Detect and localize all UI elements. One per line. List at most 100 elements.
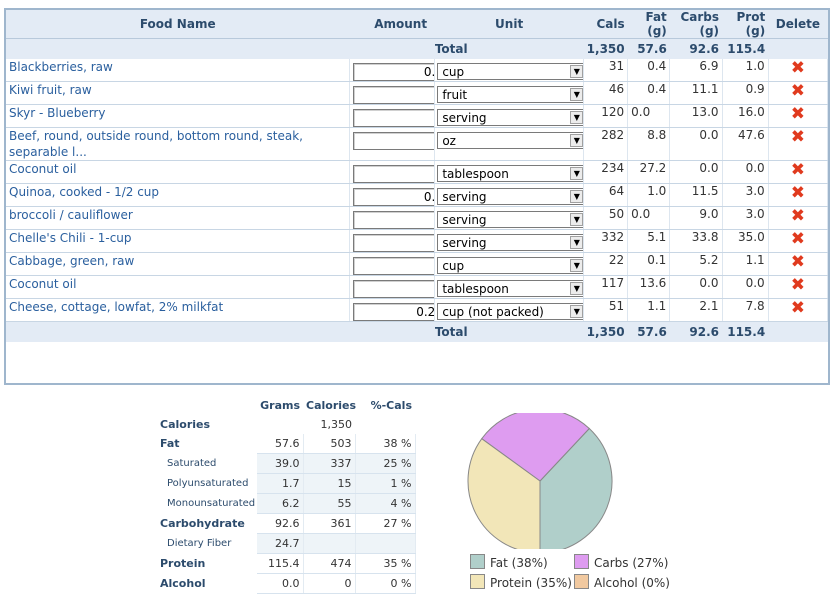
macro-summary-table: Grams Calories %-Cals Calories 1,350 Fat 57…	[157, 396, 416, 594]
col-header-unit[interactable]: Unit	[434, 10, 584, 39]
delete-x-icon[interactable]: ✖	[790, 104, 805, 124]
unit-cell: serving ▼	[434, 104, 584, 128]
chevron-down-icon[interactable]: ▼	[570, 65, 583, 78]
col-header-fat[interactable]: Fat (g)	[627, 10, 670, 39]
summary-row-calories: Calories 1,350	[157, 415, 415, 434]
unit-select[interactable]: cup (not packed) ▼	[437, 303, 583, 320]
food-name-link[interactable]: Coconut oil	[6, 275, 350, 299]
unit-cell: tablespoon ▼	[434, 275, 584, 299]
delete-x-icon[interactable]: ✖	[790, 81, 805, 101]
delete-cell: ✖	[768, 59, 828, 82]
food-name-link[interactable]: Cheese, cottage, lowfat, 2% milkfat	[6, 298, 350, 322]
summary-row-fat: Fat 57.6 503 38 %	[157, 434, 416, 454]
total-row-top: Total 1,350 57.6 92.6 115.4	[6, 38, 828, 59]
amount-cell	[349, 127, 436, 161]
pie-slice-fat	[539, 427, 613, 549]
unit-value: serving	[442, 236, 487, 250]
unit-select[interactable]: tablespoon ▼	[437, 280, 583, 297]
amount-input[interactable]	[352, 257, 434, 275]
unit-select[interactable]: cup ▼	[437, 257, 583, 274]
summary-header-calories: Calories	[306, 399, 357, 412]
food-row: Cheese, cottage, lowfat, 2% milkfat cup (…	[6, 298, 828, 322]
summary-calories: 361	[303, 513, 356, 534]
legend-swatch-alcohol	[574, 574, 589, 589]
legend-swatch-fat	[470, 554, 485, 569]
food-name-link[interactable]: Quinoa, cooked - 1/2 cup	[6, 183, 350, 207]
amount-cell	[349, 252, 436, 276]
unit-select[interactable]: serving ▼	[437, 234, 583, 251]
delete-x-icon[interactable]: ✖	[790, 206, 805, 226]
total-cals: 1,350	[583, 321, 628, 342]
col-header-carbs[interactable]: Carbs (g)	[669, 10, 723, 39]
amount-input[interactable]	[352, 188, 434, 206]
unit-value: serving	[442, 213, 487, 227]
amount-cell	[349, 104, 436, 128]
delete-cell: ✖	[768, 298, 828, 322]
chevron-down-icon[interactable]: ▼	[570, 236, 583, 249]
prot-value: 0.9	[722, 81, 769, 105]
unit-select[interactable]: serving ▼	[437, 188, 583, 205]
delete-x-icon[interactable]: ✖	[790, 127, 805, 147]
delete-cell: ✖	[768, 252, 828, 276]
chevron-down-icon[interactable]: ▼	[570, 259, 583, 272]
chevron-down-icon[interactable]: ▼	[570, 88, 583, 101]
amount-input[interactable]	[352, 165, 434, 183]
amount-input[interactable]	[352, 109, 434, 127]
food-name-link[interactable]: Kiwi fruit, raw	[6, 81, 350, 105]
chevron-down-icon[interactable]: ▼	[570, 305, 583, 318]
chevron-down-icon[interactable]: ▼	[570, 134, 583, 147]
carbs-value: 6.9	[669, 59, 723, 82]
amount-input[interactable]	[352, 234, 434, 252]
delete-cell: ✖	[768, 127, 828, 161]
unit-select[interactable]: oz ▼	[437, 132, 583, 149]
legend-label-carbs: Carbs (27%)	[594, 556, 669, 570]
food-name-link[interactable]: Skyr - Blueberry	[6, 104, 350, 128]
fat-value: 0.4	[627, 81, 671, 105]
delete-x-icon[interactable]: ✖	[790, 229, 805, 249]
delete-x-icon[interactable]: ✖	[790, 183, 805, 203]
cals-value: 120	[583, 104, 629, 128]
delete-x-icon[interactable]: ✖	[790, 275, 805, 295]
chevron-down-icon[interactable]: ▼	[570, 111, 583, 124]
col-header-prot[interactable]: Prot (g)	[722, 10, 769, 39]
total-carbs: 92.6	[669, 38, 723, 59]
food-name-link[interactable]: broccoli / cauliflower	[6, 206, 350, 230]
food-name-link[interactable]: Coconut oil	[6, 160, 350, 184]
amount-input[interactable]	[352, 303, 434, 321]
carbs-value: 0.0	[669, 127, 723, 161]
delete-x-icon[interactable]: ✖	[790, 160, 805, 180]
fat-value: 1.0	[627, 183, 671, 207]
summary-header-grams: Grams	[260, 399, 300, 412]
food-name-link[interactable]: Chelle's Chili - 1-cup	[6, 229, 350, 253]
unit-select[interactable]: tablespoon ▼	[437, 165, 583, 182]
amount-input[interactable]	[352, 280, 434, 298]
prot-value: 35.0	[722, 229, 769, 253]
chevron-down-icon[interactable]: ▼	[570, 167, 583, 180]
unit-cell: cup ▼	[434, 59, 584, 82]
summary-pct: 35 %	[355, 553, 416, 574]
food-name-link[interactable]: Blackberries, raw	[6, 59, 350, 82]
delete-x-icon[interactable]: ✖	[790, 59, 805, 78]
summary-row-polyunsaturated: Polyunsaturated 1.7 15 1 %	[157, 473, 416, 494]
food-row: Kiwi fruit, raw fruit ▼460.411.10.9 ✖	[6, 81, 828, 105]
col-header-cals[interactable]: Cals	[583, 10, 628, 39]
chevron-down-icon[interactable]: ▼	[570, 190, 583, 203]
amount-input[interactable]	[352, 132, 434, 150]
amount-input[interactable]	[352, 86, 434, 104]
delete-x-icon[interactable]: ✖	[790, 298, 805, 318]
delete-x-icon[interactable]: ✖	[790, 252, 805, 272]
col-header-amount[interactable]: Amount	[349, 10, 435, 39]
amount-input[interactable]	[352, 211, 434, 229]
col-header-food-name[interactable]: Food Name	[6, 10, 350, 39]
food-name-link[interactable]: Cabbage, green, raw	[6, 252, 350, 276]
amount-input[interactable]	[352, 63, 434, 81]
food-name-link[interactable]: Beef, round, outside round, bottom round…	[6, 127, 350, 161]
unit-select[interactable]: cup ▼	[437, 63, 583, 80]
unit-select[interactable]: serving ▼	[437, 211, 583, 228]
unit-select[interactable]: fruit ▼	[437, 86, 583, 103]
chevron-down-icon[interactable]: ▼	[570, 282, 583, 295]
summary-calories	[303, 533, 356, 554]
unit-select[interactable]: serving ▼	[437, 109, 583, 126]
chevron-down-icon[interactable]: ▼	[570, 213, 583, 226]
